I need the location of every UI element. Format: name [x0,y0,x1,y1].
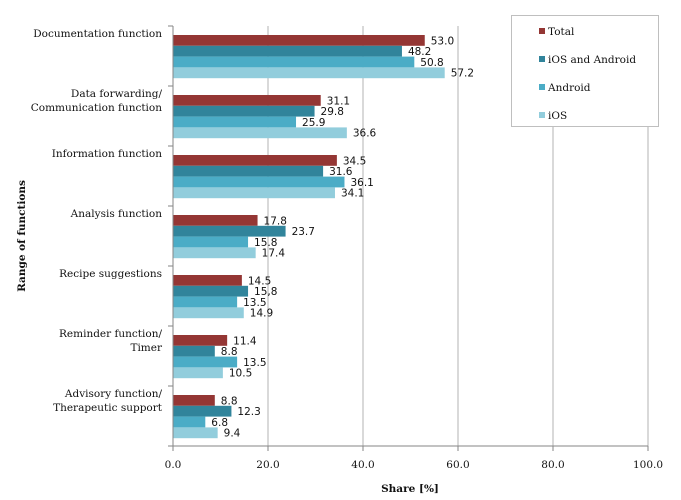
data-label: 34.5 [343,155,366,167]
y-axis-title: Range of functions [16,180,28,292]
data-label: 50.8 [420,57,443,69]
data-label: 13.5 [243,297,266,309]
bar-total [173,335,228,346]
legend-label: iOS [548,110,567,122]
bar-ios [173,247,256,259]
data-label: 36.6 [353,128,377,140]
bar-total [173,95,321,106]
bar-ios-and-android [173,285,249,297]
category-label: Data forwarding/ [71,88,163,100]
bar-ios-and-android [173,405,232,417]
data-label: 17.4 [262,248,286,260]
data-label: 31.1 [327,95,350,107]
data-label: 57.2 [451,68,474,80]
bar-ios-and-android [173,45,402,57]
data-label: 9.4 [224,428,241,440]
data-label: 12.3 [237,406,260,418]
bar-android [173,296,238,308]
bar-android [173,116,297,128]
bar-ios-and-android [173,345,215,357]
data-label: 23.7 [292,226,315,238]
data-label: 48.2 [408,46,431,58]
data-label: 14.5 [248,275,271,287]
bar-ios-and-android [173,105,315,117]
category-label: Communication function [31,102,162,114]
data-label: 29.8 [321,106,344,118]
data-label: 25.9 [302,117,325,129]
data-label: 34.1 [341,188,364,200]
bar-ios [173,187,335,199]
category-label: Timer [130,342,163,354]
bar-android [173,356,238,368]
legend-label: Android [547,82,591,94]
axes [168,25,649,451]
legend-swatch [539,56,545,62]
legend-label: iOS and Android [548,54,636,66]
data-label: 36.1 [350,177,373,189]
legend-swatch [539,84,545,90]
x-tick-label: 100.0 [633,459,663,471]
data-label: 11.4 [233,335,257,347]
bar-ios [173,307,244,319]
data-label: 15.8 [254,237,277,249]
legend: Total iOS and Android Android iOS [511,15,659,127]
x-tick-labels: 0.0 20.0 40.0 60.0 80.0 100.0 [165,459,663,471]
category-label: Therapeutic support [53,402,163,414]
data-label: 10.5 [229,368,252,380]
x-axis-title: Share [%] [381,483,439,495]
bar-total [173,395,215,406]
bar-ios-and-android [173,225,286,237]
x-tick-label: 60.0 [446,459,469,471]
data-label: 31.6 [329,166,353,178]
data-label: 53.0 [431,35,454,47]
category-label: Information function [52,148,163,160]
data-labels: 53.048.250.8 57.2 31.129.825.9 36.6 34.531.6… [211,35,474,439]
data-label: 13.5 [243,357,266,369]
bar-android [173,56,415,68]
data-label: 8.8 [221,346,238,358]
x-tick-label: 20.0 [256,459,279,471]
x-tick-label: 80.0 [541,459,564,471]
category-labels: Documentation function Data forwarding/Co… [31,28,163,414]
bar-total [173,155,337,166]
x-tick-label: 0.0 [165,459,182,471]
legend-box [511,15,659,127]
bar-total [173,275,242,286]
legend-label: Total [548,26,575,38]
legend-swatch [539,28,545,34]
bars [173,35,445,439]
data-label: 8.8 [221,395,238,407]
data-label: 6.8 [211,417,228,429]
bar-ios [173,67,445,79]
bar-android [173,416,206,428]
bar-android [173,236,249,248]
bar-ios [173,127,347,139]
category-label: Reminder function/ [59,328,162,340]
category-label: Documentation function [33,28,162,40]
bar-ios [173,367,223,379]
category-label: Advisory function/ [64,388,163,400]
data-label: 17.8 [264,215,287,227]
bar-ios-and-android [173,165,324,177]
data-label: 15,8 [254,286,277,298]
bar-total [173,35,425,46]
bar-android [173,176,345,188]
x-tick-label: 40.0 [351,459,374,471]
data-label: 14.9 [250,308,273,320]
category-label: Recipe suggestions [59,268,162,280]
category-label: Analysis function [70,208,163,220]
bar-ios [173,427,218,439]
legend-swatch [539,112,545,118]
bar-total [173,215,258,226]
